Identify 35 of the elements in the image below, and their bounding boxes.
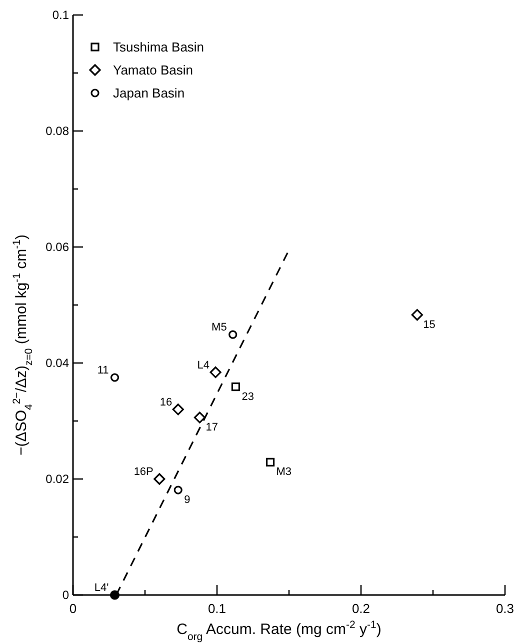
point <box>228 330 238 339</box>
annotation: 15 <box>423 318 436 331</box>
x-tick-label: 0.3 <box>496 601 514 616</box>
y-tick-label: 0.04 <box>46 356 70 370</box>
point <box>194 412 206 424</box>
y-tick-label: 0.06 <box>46 240 70 254</box>
point <box>154 473 166 485</box>
point <box>110 590 120 600</box>
point <box>411 309 423 321</box>
annotation: 16 <box>160 396 172 408</box>
legend-label: Japan Basin <box>113 86 185 101</box>
point <box>231 382 240 392</box>
point <box>210 366 222 378</box>
annotation: 11 <box>97 364 109 376</box>
annotation: 9 <box>184 494 190 506</box>
annotation: 17 <box>206 422 218 434</box>
x-tick-label: 0.1 <box>208 601 226 616</box>
y-tick-label: 0 <box>62 588 70 602</box>
legend-label: Yamato Basin <box>113 62 193 78</box>
x-tick-label: 0.2 <box>352 601 370 616</box>
annotation: 16P <box>134 466 154 478</box>
y-tick-label: 0.02 <box>46 472 70 486</box>
annotation: L4' <box>94 582 109 594</box>
point <box>174 486 182 494</box>
legend-label: Tsushima Basin <box>113 40 204 55</box>
annotation: M5 <box>212 322 227 334</box>
annotation: M3 <box>276 466 292 478</box>
point <box>266 458 275 466</box>
x-axis-title: C$_{org}$ Accum. Rate (mg cm$^{-2}$ y$^{-1}$) <box>176 619 382 643</box>
y-tick-label: 0.08 <box>46 124 70 138</box>
annotation: L4 <box>197 359 210 372</box>
point <box>172 404 184 416</box>
annotation: 23 <box>242 390 254 403</box>
y-tick-label: 0.1 <box>52 8 70 22</box>
point <box>110 373 120 382</box>
